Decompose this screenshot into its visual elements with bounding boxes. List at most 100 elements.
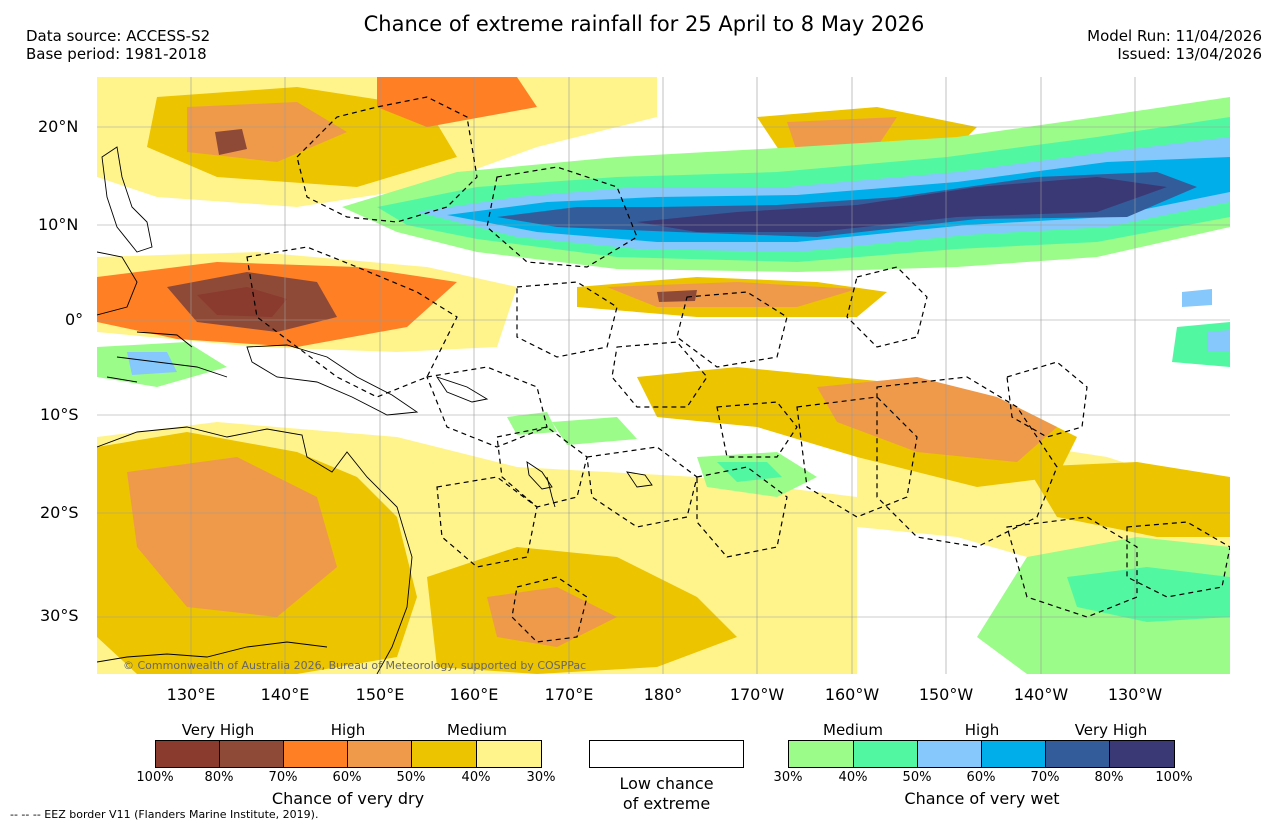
vanuatu — [546, 476, 556, 508]
wet-swatch-5 — [1045, 740, 1110, 768]
lon-label-160w: 160°W — [824, 685, 880, 704]
dry-area-far-east — [1027, 462, 1230, 537]
eez-french-polynesia — [876, 376, 1058, 548]
source-info: Data source: ACCESS-S2 Base period: 1981… — [26, 27, 210, 63]
wet-legend-medium: Medium — [823, 721, 883, 739]
wet-area-west-2 — [127, 352, 177, 375]
eez-png — [246, 246, 458, 398]
wet-areas — [97, 97, 1230, 674]
indonesia-islands — [106, 331, 228, 383]
eez-kiribati-west — [516, 281, 618, 358]
eez-samoa — [716, 401, 798, 458]
philippines-coast — [101, 146, 153, 253]
lat-label-20n: 20°N — [38, 117, 79, 136]
wet-tick-100: 100% — [1155, 770, 1193, 785]
dry-swatch-6 — [476, 740, 542, 768]
borneo-coast — [97, 251, 138, 316]
eez-note: -- -- -- EEZ border V11 (Flanders Marine… — [10, 808, 319, 821]
dry-area-north-very-high — [215, 129, 247, 155]
wet-legend-high: High — [964, 721, 1000, 739]
wet-area-small-3 — [552, 417, 637, 445]
dry-swatch-5 — [411, 740, 477, 768]
dry-legend-very-high: Very High — [181, 721, 255, 739]
new-guinea-coast — [246, 344, 419, 416]
wet-legend-very-high: Very High — [1074, 721, 1148, 739]
eez-palau-fsm — [296, 96, 478, 223]
dry-tick-80: 80% — [204, 770, 234, 785]
eez-cook-islands — [796, 396, 918, 518]
dry-tick-30: 30% — [526, 770, 556, 785]
lat-label-10s: 10°S — [40, 405, 79, 424]
australia-coast — [97, 426, 413, 674]
wet-area-small-1 — [1182, 289, 1212, 307]
dry-tick-40: 40% — [461, 770, 491, 785]
wet-swatch-6 — [1109, 740, 1175, 768]
fiji — [626, 471, 653, 488]
coastlines — [97, 146, 653, 674]
gridlines — [97, 77, 1230, 674]
wet-tick-60: 60% — [966, 770, 996, 785]
lon-label-130w: 130°W — [1107, 685, 1163, 704]
eez-pitcairn — [1006, 516, 1138, 618]
solomon-islands — [435, 376, 489, 403]
wet-swatch-3 — [917, 740, 982, 768]
wet-tick-50: 50% — [902, 770, 932, 785]
eez-marshall — [486, 166, 638, 268]
eez-vanuatu — [496, 426, 588, 508]
model-run: Model Run: 11/04/2026 — [1087, 27, 1262, 45]
lon-label-140e: 140°E — [260, 685, 310, 704]
lon-label-150e: 150°E — [355, 685, 405, 704]
lon-label-170e: 170°E — [544, 685, 594, 704]
dry-tick-50: 50% — [396, 770, 426, 785]
lon-label-150w: 150°W — [918, 685, 974, 704]
dry-legend-high: High — [330, 721, 366, 739]
dry-tick-100: 100% — [136, 770, 174, 785]
wet-area-central-2 — [717, 462, 782, 482]
wet-tick-30: 30% — [773, 770, 803, 785]
lat-label-10n: 10°N — [38, 215, 79, 234]
lon-label-130e: 130°E — [166, 685, 216, 704]
rainfall-map — [97, 77, 1230, 674]
wet-swatch-2 — [853, 740, 918, 768]
dry-area-equator-very-high-core — [197, 287, 287, 317]
lat-label-equator: 0° — [65, 310, 84, 329]
data-source: Data source: ACCESS-S2 — [26, 27, 211, 45]
eez-kiribati-east — [846, 266, 928, 348]
dry-legend-title: Chance of very dry — [271, 789, 425, 808]
wet-band-very-high-core — [637, 177, 1167, 232]
eez-marquesas — [1006, 361, 1088, 438]
lat-label-20s: 20°S — [40, 503, 79, 522]
rainfall-map-svg — [97, 77, 1230, 674]
issued-date: Issued: 13/04/2026 — [1117, 45, 1262, 63]
low-chance-line1: Low chance — [619, 774, 714, 793]
dry-swatch-3 — [283, 740, 348, 768]
low-chance-swatch — [589, 740, 744, 768]
wet-swatch-4 — [981, 740, 1046, 768]
copyright-text: © Commonwealth of Australia 2026, Bureau… — [123, 659, 587, 672]
eez-kiribati-central — [676, 291, 788, 368]
dry-area-north-high-2 — [377, 77, 537, 127]
wet-area-small-2 — [507, 412, 557, 435]
wet-tick-80: 80% — [1094, 770, 1124, 785]
wet-legend-title: Chance of very wet — [904, 789, 1060, 808]
new-caledonia — [526, 461, 553, 490]
dry-swatch-4 — [347, 740, 412, 768]
low-chance-line2: of extreme — [622, 794, 711, 813]
lat-label-30s: 30°S — [40, 606, 79, 625]
new-zealand-coast — [97, 641, 328, 663]
dry-tick-70: 70% — [268, 770, 298, 785]
lon-label-170w: 170°W — [729, 685, 785, 704]
lon-label-160e: 160°E — [449, 685, 499, 704]
wet-tick-40: 40% — [838, 770, 868, 785]
dry-swatch-2 — [219, 740, 284, 768]
map-title: Chance of extreme rainfall for 25 April … — [363, 12, 925, 36]
dry-areas — [97, 77, 1230, 674]
lon-label-180: 180° — [643, 685, 683, 704]
dry-legend-medium: Medium — [447, 721, 507, 739]
dry-tick-60: 60% — [332, 770, 362, 785]
dry-swatch-1 — [155, 740, 220, 768]
wet-tick-70: 70% — [1030, 770, 1060, 785]
eez-solomon — [426, 366, 548, 448]
lon-label-140w: 140°W — [1013, 685, 1069, 704]
wet-swatch-1 — [788, 740, 854, 768]
